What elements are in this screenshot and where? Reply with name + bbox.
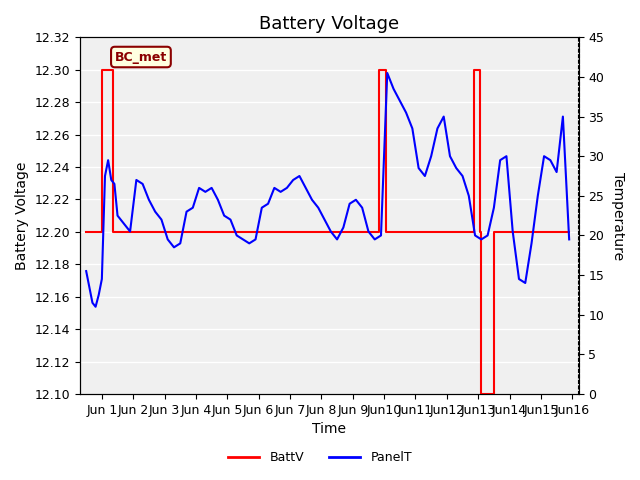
Y-axis label: Battery Voltage: Battery Voltage [15,161,29,270]
Legend: BattV, PanelT: BattV, PanelT [223,446,417,469]
X-axis label: Time: Time [312,422,346,436]
Text: BC_met: BC_met [115,50,167,63]
Y-axis label: Temperature: Temperature [611,171,625,260]
Title: Battery Voltage: Battery Voltage [259,15,399,33]
